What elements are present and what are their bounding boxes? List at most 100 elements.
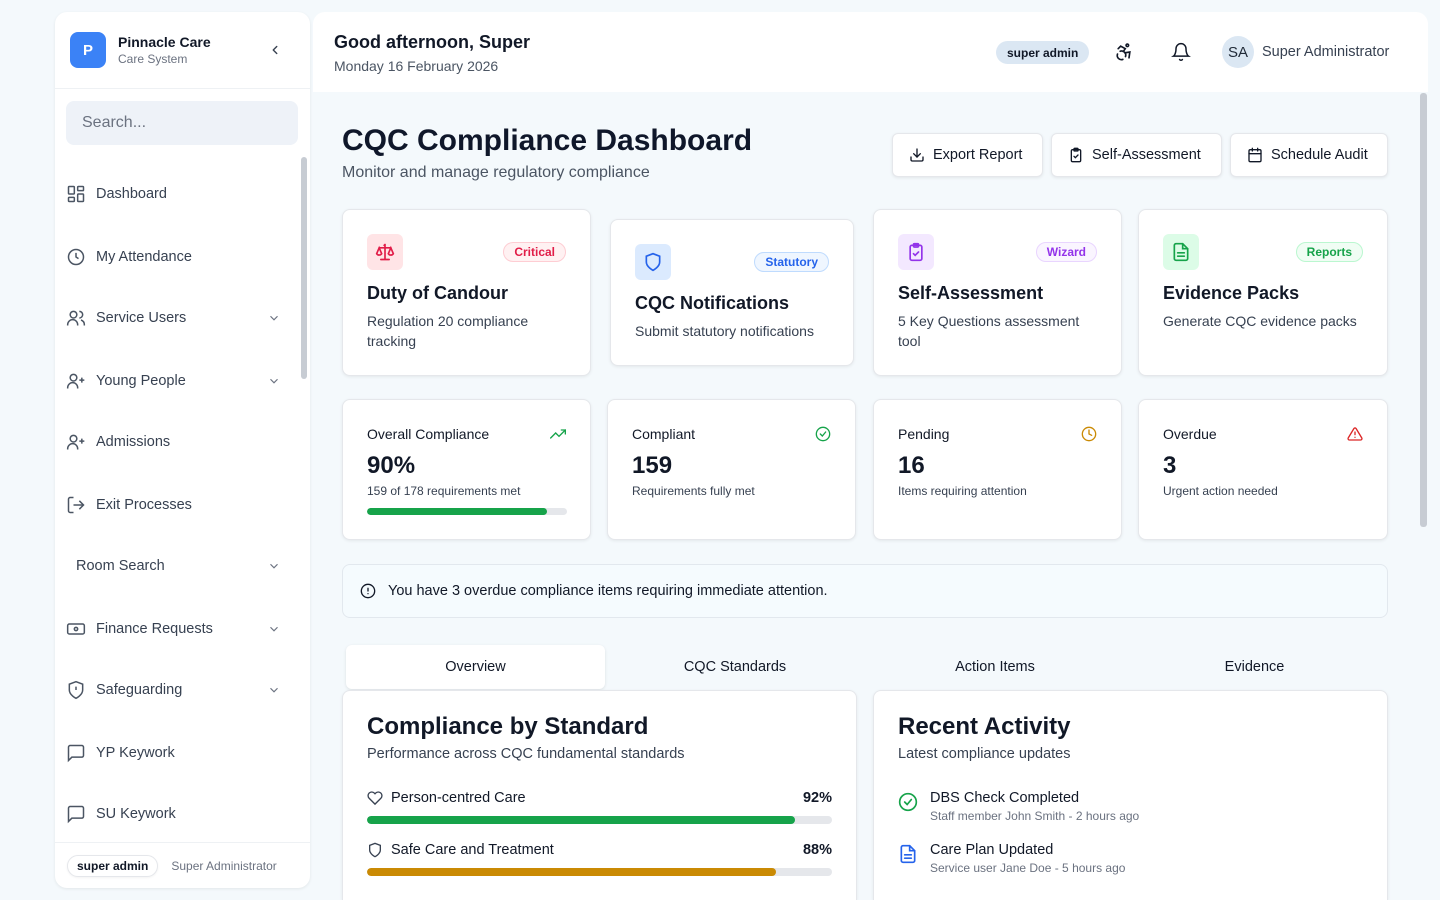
sidebar-scrollbar[interactable] xyxy=(301,157,307,379)
clock-icon xyxy=(67,248,85,266)
clipboard-check-icon xyxy=(898,234,934,270)
sidebar-item-label: Finance Requests xyxy=(96,621,213,637)
top-header: Good afternoon, Super Monday 16 February… xyxy=(313,12,1428,92)
user-name[interactable]: Super Administrator xyxy=(1262,44,1390,60)
footer-role-badge: super admin xyxy=(67,854,159,877)
user-plus-icon xyxy=(66,434,85,450)
feature-title: CQC Notifications xyxy=(635,293,790,313)
panel-title: Recent Activity xyxy=(898,713,1071,740)
shield-alert-icon xyxy=(68,680,84,700)
standard-percent: 92% xyxy=(802,790,832,806)
chevron-down-icon xyxy=(270,626,278,632)
overdue-alert: You have 3 overdue compliance items requ… xyxy=(342,564,1388,618)
critical-badge: Critical xyxy=(503,242,566,262)
feature-title: Duty of Candour xyxy=(367,283,508,303)
page-title: CQC Compliance Dashboard xyxy=(342,124,753,157)
sidebar-item-su-keywork[interactable]: SU Keywork xyxy=(66,794,281,834)
chevron-down-icon xyxy=(270,378,278,384)
schedule-audit-button[interactable]: Schedule Audit xyxy=(1230,133,1388,177)
self-assessment-button[interactable]: Self-Assessment xyxy=(1051,133,1222,177)
sidebar-item-label: Service Users xyxy=(96,310,187,326)
compliance-progress-bar xyxy=(367,508,567,515)
activity-item[interactable]: Care Plan Updated Service user Jane Doe … xyxy=(898,842,1338,882)
feature-card-cqc-notifications[interactable]: Statutory CQC Notifications Submit statu… xyxy=(610,219,854,366)
scale-icon xyxy=(367,234,403,270)
stat-card-overall-compliance: Overall Compliance 90% 159 of 178 requir… xyxy=(342,399,591,540)
schedule-audit-label: Schedule Audit xyxy=(1271,147,1368,163)
sidebar-footer: super admin Super Administrator xyxy=(55,842,310,888)
message-square-icon xyxy=(67,805,85,824)
tab-overview[interactable]: Overview xyxy=(346,645,605,689)
tab-cqc-standards[interactable]: CQC Standards xyxy=(683,659,787,675)
sidebar-item-admissions[interactable]: Admissions xyxy=(66,422,281,462)
feature-card-evidence-packs[interactable]: Reports Evidence Packs Generate CQC evid… xyxy=(1138,209,1388,376)
stat-label: Pending xyxy=(898,426,950,442)
panel-subtitle: Performance across CQC fundamental stand… xyxy=(367,746,685,762)
check-circle-icon xyxy=(815,426,831,442)
page-subtitle: Monitor and manage regulatory compliance xyxy=(342,164,650,181)
feature-card-self-assessment[interactable]: Wizard Self-Assessment 5 Key Questions a… xyxy=(873,209,1122,376)
sidebar-item-label: Exit Processes xyxy=(96,497,192,513)
sidebar-item-label: Safeguarding xyxy=(96,682,183,698)
sidebar-item-young-people[interactable]: Young People xyxy=(66,361,281,401)
stat-subtext: Urgent action needed xyxy=(1163,484,1278,498)
sidebar-item-label: Dashboard xyxy=(96,186,167,202)
feature-title: Self-Assessment xyxy=(898,283,1044,303)
main-scrollbar[interactable] xyxy=(1420,93,1427,527)
standard-progress-bar xyxy=(367,868,832,876)
notifications-button[interactable] xyxy=(1171,42,1191,62)
sidebar-item-label: Young People xyxy=(96,373,186,389)
standard-label: Safe Care and Treatment xyxy=(391,842,554,858)
feature-description: Submit statutory notifications xyxy=(635,323,814,339)
tab-evidence[interactable]: Evidence xyxy=(1224,659,1285,675)
activity-title: Care Plan Updated xyxy=(930,842,1054,858)
check-circle-icon xyxy=(898,792,918,812)
stat-subtext: Items requiring attention xyxy=(898,484,1027,498)
sidebar-item-label: Room Search xyxy=(76,558,165,574)
standard-label: Person-centred Care xyxy=(391,790,526,806)
sidebar-item-dashboard[interactable]: Dashboard xyxy=(66,174,281,214)
user-avatar[interactable]: SA xyxy=(1222,36,1254,68)
collapse-sidebar-button[interactable] xyxy=(265,40,285,60)
activity-item[interactable]: DBS Check Completed Staff member John Sm… xyxy=(898,790,1338,830)
sidebar-item-yp-keywork[interactable]: YP Keywork xyxy=(66,733,281,773)
sidebar-item-exit-processes[interactable]: Exit Processes xyxy=(66,485,281,525)
chevron-down-icon xyxy=(270,563,278,569)
stat-subtext: Requirements fully met xyxy=(632,484,755,498)
greeting: Good afternoon, Super xyxy=(334,32,530,52)
sidebar-item-label: YP Keywork xyxy=(96,745,175,761)
sidebar-item-service-users[interactable]: Service Users xyxy=(66,298,281,338)
sidebar-search-input[interactable] xyxy=(66,101,298,145)
compliance-progress-fill xyxy=(367,508,547,515)
stat-value: 90% xyxy=(367,452,416,479)
stat-label: Compliant xyxy=(632,426,696,442)
sidebar: P Pinnacle Care Care System Dashboard My… xyxy=(55,12,310,888)
calendar-icon xyxy=(1248,147,1262,163)
activity-subtitle: Staff member John Smith - 2 hours ago xyxy=(930,809,1140,823)
sidebar-item-my-attendance[interactable]: My Attendance xyxy=(66,237,281,277)
export-report-button[interactable]: Export Report xyxy=(892,133,1043,177)
role-badge: super admin xyxy=(996,41,1090,64)
activity-subtitle: Service user Jane Doe - 5 hours ago xyxy=(930,861,1126,875)
current-date: Monday 16 February 2026 xyxy=(334,58,499,74)
bell-icon xyxy=(1171,42,1191,62)
stat-label: Overall Compliance xyxy=(367,426,490,442)
sidebar-item-label: SU Keywork xyxy=(96,806,176,822)
feature-card-duty-of-candour[interactable]: Critical Duty of Candour Regulation 20 c… xyxy=(342,209,591,376)
chevron-down-icon xyxy=(270,315,278,321)
banknote-icon xyxy=(66,623,86,635)
clock-icon xyxy=(1081,426,1097,442)
heart-icon xyxy=(367,791,383,806)
sidebar-item-room-search[interactable]: Room Search xyxy=(66,546,281,586)
reports-badge: Reports xyxy=(1295,242,1363,262)
sidebar-item-safeguarding[interactable]: Safeguarding xyxy=(66,670,281,710)
brand-logo: P xyxy=(70,32,106,68)
brand-header: P Pinnacle Care Care System xyxy=(55,12,310,89)
compliance-by-standard-panel: Compliance by Standard Performance acros… xyxy=(342,690,857,900)
trending-up-icon xyxy=(550,429,566,439)
accessibility-button[interactable] xyxy=(1114,42,1134,62)
accessibility-icon xyxy=(1116,43,1131,61)
sidebar-item-finance-requests[interactable]: Finance Requests xyxy=(66,609,281,649)
tab-action-items[interactable]: Action Items xyxy=(955,659,1035,675)
shield-icon xyxy=(369,842,381,858)
